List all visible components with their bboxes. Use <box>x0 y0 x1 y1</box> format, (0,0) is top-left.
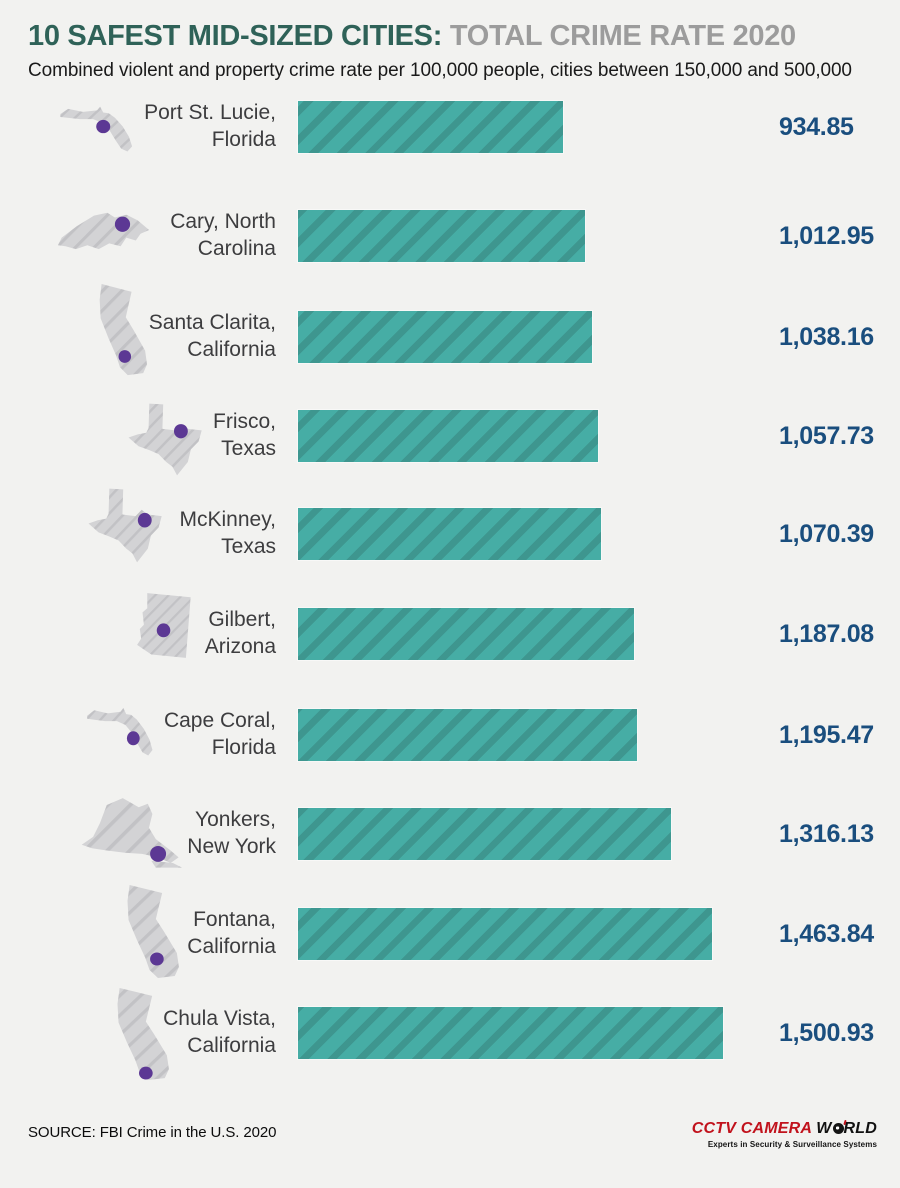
logo-text-red: CCTV CAMERA <box>691 1120 812 1137</box>
north-carolina-map-icon <box>56 208 151 251</box>
california-map-icon <box>107 986 170 1085</box>
city-name: Gilbert, <box>208 608 276 631</box>
logo-wordmark: CCTV CAMERA W RLD <box>692 1120 877 1138</box>
state-name: Florida <box>211 736 276 759</box>
state-name: Texas <box>221 535 276 558</box>
crime-rate-bar <box>298 311 592 363</box>
city-label: Cary, North Carolina <box>26 208 276 262</box>
crime-rate-bar <box>298 508 601 560</box>
city-label: Gilbert, Arizona <box>26 606 276 660</box>
city-name: Cary, North <box>170 210 276 233</box>
crime-rate-value: 1,057.73 <box>779 422 874 450</box>
crime-rate-value: 1,500.93 <box>779 1019 874 1047</box>
state-name: California <box>187 1034 276 1057</box>
city-location-dot <box>118 350 132 363</box>
crime-rate-bar <box>298 709 637 761</box>
crime-rate-bar <box>298 808 671 860</box>
city-location-dot <box>114 216 131 232</box>
cctv-camera-world-logo: CCTV CAMERA W RLD Experts in Security & S… <box>692 1120 877 1149</box>
crime-rate-value: 1,195.47 <box>779 721 874 749</box>
crime-rate-value: 1,463.84 <box>779 920 874 948</box>
crime-rate-value: 934.85 <box>779 113 854 141</box>
city-location-dot <box>150 845 167 862</box>
state-name: Texas <box>221 437 276 460</box>
california-map-icon <box>90 282 148 380</box>
city-name: McKinney, <box>179 508 276 531</box>
state-name: California <box>187 935 276 958</box>
crime-rate-bar <box>298 101 563 153</box>
city-label: Frisco, Texas <box>26 408 276 462</box>
city-name: Santa Clarita, <box>148 311 276 334</box>
city-name: Cape Coral, <box>163 709 276 732</box>
page-subtitle: Combined violent and property crime rate… <box>28 60 852 81</box>
state-name: New York <box>187 835 276 858</box>
page-title-primary: 10 SAFEST MID-SIZED CITIES: <box>28 20 443 52</box>
crime-rate-value: 1,012.95 <box>779 222 874 250</box>
city-location-dot <box>96 119 111 134</box>
state-name: Arizona <box>204 635 276 658</box>
logo-text-rld: RLD <box>843 1120 877 1137</box>
state-name: California <box>187 338 276 361</box>
crime-rate-value: 1,038.16 <box>779 323 874 351</box>
city-label: McKinney, Texas <box>26 506 276 560</box>
crime-rate-bar <box>298 410 598 462</box>
florida-map-icon <box>85 704 156 757</box>
texas-map-icon <box>127 402 204 477</box>
new-york-map-icon <box>76 789 190 871</box>
city-location-dot <box>173 424 188 439</box>
page-title: 10 SAFEST MID-SIZED CITIES: TOTAL CRIME … <box>28 20 796 53</box>
page-title-secondary: TOTAL CRIME RATE 2020 <box>449 20 796 52</box>
city-label: Port St. Lucie, Florida <box>26 99 276 153</box>
city-label: Cape Coral, Florida <box>26 707 276 761</box>
state-name: Carolina <box>197 237 276 260</box>
city-location-dot <box>137 512 152 528</box>
city-location-dot <box>126 731 140 746</box>
texas-map-icon <box>87 487 164 564</box>
florida-map-icon <box>58 103 136 153</box>
city-location-dot <box>156 623 171 638</box>
city-name: Yonkers, <box>195 808 276 831</box>
crime-rate-value: 1,070.39 <box>779 520 874 548</box>
crime-rate-bar <box>298 210 585 262</box>
crime-rate-value: 1,187.08 <box>779 620 874 648</box>
city-label: Santa Clarita, California <box>26 309 276 363</box>
california-map-icon <box>117 883 180 983</box>
crime-rate-bar <box>298 908 712 960</box>
crime-rate-value: 1,316.13 <box>779 820 874 848</box>
city-location-dot <box>139 1066 153 1080</box>
city-name: Frisco, <box>213 410 276 433</box>
logo-tagline: Experts in Security & Surveillance Syste… <box>707 1140 877 1149</box>
city-label: Fontana, California <box>26 906 276 960</box>
logo-text-w: W <box>816 1120 832 1137</box>
city-name: Chula Vista, <box>163 1007 276 1030</box>
city-label: Chula Vista, California <box>26 1005 276 1059</box>
city-location-dot <box>150 952 164 966</box>
city-name: Port St. Lucie, <box>144 101 276 124</box>
crime-rate-bar <box>298 1007 723 1059</box>
crime-rate-bar <box>298 608 634 660</box>
city-name: Fontana, <box>193 908 276 931</box>
city-label: Yonkers, New York <box>26 806 276 860</box>
camera-lens-icon <box>832 1123 844 1134</box>
source-note: SOURCE: FBI Crime in the U.S. 2020 <box>28 1124 277 1141</box>
state-name: Florida <box>211 128 276 151</box>
arizona-map-icon <box>131 591 192 660</box>
